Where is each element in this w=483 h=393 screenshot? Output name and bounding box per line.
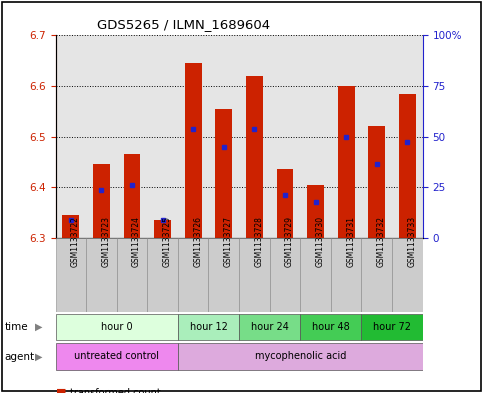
FancyBboxPatch shape — [56, 238, 86, 312]
Text: GSM1133724: GSM1133724 — [132, 216, 141, 267]
Bar — [56, 35, 86, 238]
Text: GSM1133722: GSM1133722 — [71, 216, 80, 267]
Text: mycophenolic acid: mycophenolic acid — [255, 351, 346, 361]
Bar — [185, 63, 201, 238]
Bar — [209, 35, 239, 238]
Text: hour 0: hour 0 — [101, 321, 132, 332]
Bar — [124, 154, 141, 238]
Bar — [117, 35, 147, 238]
FancyBboxPatch shape — [300, 314, 361, 340]
Text: GSM1133728: GSM1133728 — [255, 216, 263, 267]
FancyBboxPatch shape — [300, 238, 331, 312]
Text: GSM1133729: GSM1133729 — [285, 216, 294, 267]
Bar — [307, 185, 324, 238]
Text: GSM1133727: GSM1133727 — [224, 216, 233, 267]
Text: hour 24: hour 24 — [251, 321, 289, 332]
FancyBboxPatch shape — [361, 314, 423, 340]
Text: GSM1133725: GSM1133725 — [163, 216, 171, 267]
FancyBboxPatch shape — [239, 314, 300, 340]
FancyBboxPatch shape — [270, 238, 300, 312]
Text: GSM1133732: GSM1133732 — [377, 216, 386, 267]
Text: GSM1133723: GSM1133723 — [101, 216, 111, 267]
FancyBboxPatch shape — [331, 238, 361, 312]
Text: GDS5265 / ILMN_1689604: GDS5265 / ILMN_1689604 — [98, 18, 270, 31]
Text: untreated control: untreated control — [74, 351, 159, 361]
FancyBboxPatch shape — [239, 238, 270, 312]
Bar — [62, 215, 79, 238]
Bar — [369, 127, 385, 238]
Text: transformed count: transformed count — [70, 388, 161, 393]
Bar — [392, 35, 423, 238]
FancyBboxPatch shape — [392, 238, 423, 312]
FancyBboxPatch shape — [178, 343, 423, 370]
Bar — [215, 109, 232, 238]
FancyBboxPatch shape — [209, 238, 239, 312]
Bar — [300, 35, 331, 238]
Text: hour 12: hour 12 — [189, 321, 227, 332]
Bar — [93, 164, 110, 238]
Text: GSM1133731: GSM1133731 — [346, 216, 355, 267]
Text: agent: agent — [5, 352, 35, 362]
Text: ■: ■ — [56, 388, 66, 393]
Bar — [361, 35, 392, 238]
FancyBboxPatch shape — [56, 343, 178, 370]
FancyBboxPatch shape — [117, 238, 147, 312]
Bar — [147, 35, 178, 238]
Bar — [178, 35, 209, 238]
Text: time: time — [5, 322, 28, 332]
Bar — [86, 35, 117, 238]
Text: GSM1133733: GSM1133733 — [407, 216, 416, 267]
Text: GSM1133730: GSM1133730 — [315, 216, 325, 267]
Bar — [331, 35, 361, 238]
Bar — [246, 76, 263, 238]
Bar — [399, 94, 416, 238]
FancyBboxPatch shape — [86, 238, 117, 312]
FancyBboxPatch shape — [56, 314, 178, 340]
Text: GSM1133726: GSM1133726 — [193, 216, 202, 267]
Bar — [239, 35, 270, 238]
Bar — [154, 220, 171, 238]
Text: hour 48: hour 48 — [312, 321, 350, 332]
FancyBboxPatch shape — [361, 238, 392, 312]
Text: ▶: ▶ — [35, 322, 43, 332]
Bar — [270, 35, 300, 238]
Text: ▶: ▶ — [35, 352, 43, 362]
FancyBboxPatch shape — [178, 314, 239, 340]
Bar — [277, 169, 293, 238]
Bar — [338, 86, 355, 238]
FancyBboxPatch shape — [178, 238, 209, 312]
Text: hour 72: hour 72 — [373, 321, 411, 332]
FancyBboxPatch shape — [147, 238, 178, 312]
